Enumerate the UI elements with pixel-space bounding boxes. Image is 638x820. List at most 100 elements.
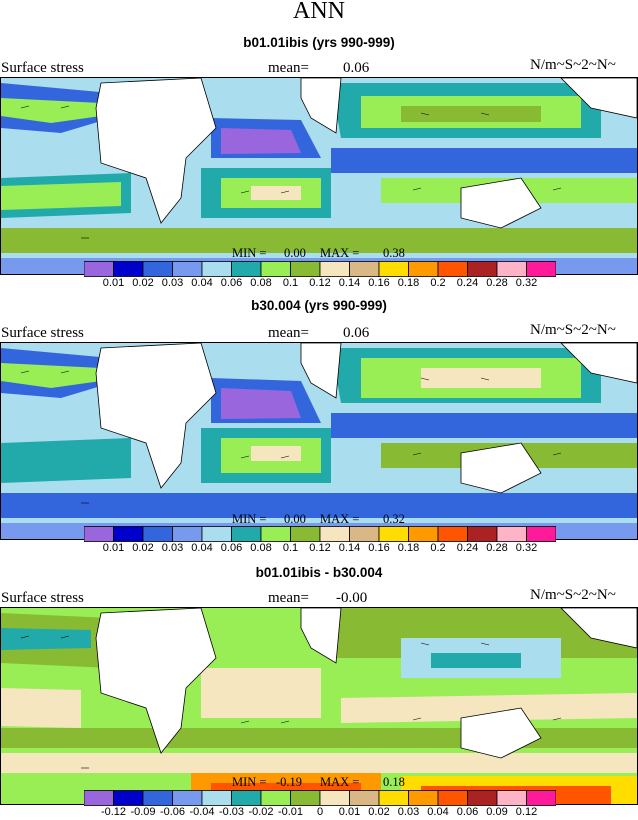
colorbar-swatch (526, 261, 556, 277)
colorbar-tick-label: -0.02 (248, 806, 274, 818)
panel2-variable-label: Surface stress (1, 325, 84, 341)
colorbar-tick-label: 0.28 (486, 542, 508, 554)
colorbar-swatch (260, 261, 291, 277)
panel2-map (0, 342, 638, 540)
colorbar-tick-label: 0.1 (282, 542, 299, 554)
colorbar-tick-label: 0.02 (132, 542, 154, 554)
panel1-map-svg (1, 78, 637, 274)
colorbar-tick-label: 0.24 (456, 542, 479, 554)
colorbar-tick-label: 0.14 (338, 542, 361, 554)
colorbar-tick-label: 0.12 (309, 542, 331, 554)
colorbar-tick-label: 0.06 (220, 542, 243, 554)
colorbar-tick-label: 0.03 (161, 542, 184, 554)
colorbar-tick-label: 0.09 (486, 806, 508, 818)
colorbar-tick-label: 0.08 (250, 277, 272, 289)
colorbar-swatch (349, 261, 380, 277)
colorbar-tick-label: 0.16 (368, 542, 390, 554)
colorbar-tick-label: 0.24 (456, 277, 479, 289)
colorbar-tick-label: 0.12 (515, 806, 538, 818)
colorbar-tick-label: 0.03 (397, 806, 420, 818)
colorbar-tick-label: -0.03 (218, 806, 245, 818)
panel2-colorbar-ticks: 0.01 0.02 0.03 0.04 0.06 0.08 0.1 0.12 0.14 0.16 0… (84, 542, 584, 556)
colorbar-swatch (526, 790, 556, 806)
colorbar-tick-label: 0.18 (397, 277, 420, 289)
panel1-min-value: 0.00 (284, 246, 306, 260)
panel1-title: b01.01ibis (yrs 990-999) (243, 35, 395, 50)
colorbar-tick-label: 0.1 (282, 277, 299, 289)
colorbar-swatch (290, 790, 321, 806)
panel1-colorbar-ticks: 0.01 0.02 0.03 0.04 0.06 0.08 0.1 0.12 0.14 0.16 0… (84, 277, 584, 291)
colorbar-swatch (378, 526, 409, 542)
colorbar-swatch (142, 261, 173, 277)
colorbar-swatch (319, 790, 350, 806)
colorbar-swatch (260, 526, 291, 542)
colorbar-swatch (201, 790, 232, 806)
panel3-colorbar (84, 790, 556, 806)
colorbar-swatch (201, 261, 232, 277)
panel2-mean-value: 0.06 (343, 325, 370, 341)
colorbar-swatch (349, 526, 380, 542)
colorbar-tick-label: 0.04 (427, 806, 449, 818)
panel1-max-value: 0.38 (383, 246, 405, 260)
panel3-mean-label: mean= (268, 590, 309, 606)
panel3-max-label: MAX = (320, 775, 360, 789)
colorbar-swatch (142, 526, 173, 542)
panel1-min-label: MIN = (232, 246, 267, 260)
colorbar-swatch (437, 261, 468, 277)
colorbar-swatch (231, 261, 262, 277)
colorbar-tick-label: 0.32 (515, 277, 538, 289)
colorbar-swatch (290, 261, 321, 277)
colorbar-tick-label: -0.01 (277, 806, 304, 818)
panel1-mean-label: mean= (268, 60, 309, 76)
colorbar-swatch (172, 526, 203, 542)
colorbar-swatch (113, 526, 144, 542)
panel1-mean-value: 0.06 (343, 60, 370, 76)
colorbar-swatch (496, 790, 527, 806)
colorbar-tick-label: 0.01 (102, 542, 125, 554)
colorbar-swatch (496, 261, 527, 277)
colorbar-tick-label: 0.08 (250, 542, 272, 554)
colorbar-tick-label: 0.12 (309, 277, 331, 289)
colorbar-tick-label: 0.32 (515, 542, 538, 554)
colorbar-swatch (290, 526, 321, 542)
colorbar-swatch (437, 790, 468, 806)
colorbar-tick-label: 0.2 (430, 277, 446, 289)
colorbar-swatch (378, 790, 409, 806)
colorbar-swatch (467, 261, 498, 277)
panel1-variable-label: Surface stress (1, 60, 84, 76)
colorbar-swatch (467, 790, 498, 806)
panel3-min-value: -0.19 (276, 775, 303, 789)
panel3-mean-value: -0.00 (336, 590, 368, 606)
colorbar-swatch (231, 790, 262, 806)
colorbar-swatch (201, 526, 232, 542)
colorbar-swatch (496, 526, 527, 542)
colorbar-tick-label: 0.03 (161, 277, 184, 289)
colorbar-swatch (84, 790, 114, 806)
colorbar-swatch (319, 261, 350, 277)
panel2-colorbar (84, 526, 556, 542)
colorbar-tick-label: 0.01 (102, 277, 125, 289)
colorbar-tick-label: -0.06 (159, 806, 186, 818)
panel3-variable-label: Surface stress (1, 590, 84, 606)
colorbar-swatch (408, 261, 439, 277)
colorbar-tick-label: 0 (316, 806, 324, 818)
colorbar-swatch (260, 790, 291, 806)
panel1-colorbar (84, 261, 556, 277)
colorbar-swatch (467, 526, 498, 542)
colorbar-tick-label: 0.2 (430, 542, 446, 554)
panel2-min-label: MIN = (232, 512, 267, 526)
panel3-map (0, 607, 638, 805)
panel2-units-label: N/m~S~2~N~ (530, 322, 616, 338)
panel3-map-svg (1, 608, 637, 804)
panel2-title: b30.004 (yrs 990-999) (251, 298, 387, 313)
colorbar-swatch (84, 526, 114, 542)
panel1-max-label: MAX = (320, 246, 360, 260)
colorbar-swatch (113, 790, 144, 806)
colorbar-swatch (113, 261, 144, 277)
colorbar-tick-label: 0.16 (368, 277, 390, 289)
colorbar-tick-label: 0.18 (397, 542, 420, 554)
colorbar-swatch (319, 526, 350, 542)
panel2-min-value: 0.00 (284, 512, 306, 526)
colorbar-swatch (408, 790, 439, 806)
figure-title: ANN (293, 0, 345, 24)
